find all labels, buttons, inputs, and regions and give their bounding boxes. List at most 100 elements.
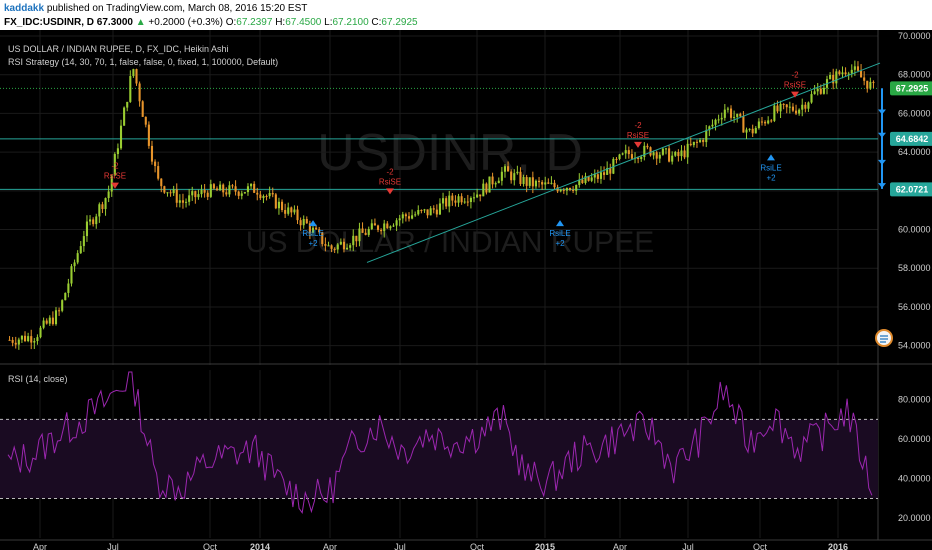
price-tick: 70.0000	[898, 31, 931, 41]
candle-body	[234, 186, 237, 192]
candle-body	[36, 337, 39, 342]
candle-body	[466, 201, 469, 203]
down-arrow-icon	[634, 141, 642, 148]
candle-body	[760, 121, 764, 123]
signal-long-5[interactable]: RsiLE+2	[760, 154, 782, 182]
signal-label: RsiSE	[379, 177, 401, 186]
candle-body	[770, 120, 773, 122]
candle-body	[23, 335, 27, 342]
candle-body	[534, 180, 537, 187]
candle-body	[494, 183, 497, 185]
candle-body	[739, 113, 742, 117]
candle-body	[163, 186, 166, 193]
candle-body	[655, 152, 658, 159]
candle-body	[804, 104, 807, 109]
price-tick: 56.0000	[898, 302, 931, 312]
candle-body	[593, 174, 596, 178]
candle-body	[147, 124, 150, 146]
candle-body	[603, 172, 606, 175]
candle-body	[695, 141, 699, 143]
position-exit-markers	[878, 88, 886, 189]
rsi-tick: 60.0000	[898, 434, 931, 444]
candle-body	[705, 130, 708, 143]
down-arrow-icon	[386, 188, 394, 195]
candle-body	[246, 186, 250, 193]
candle-body	[352, 235, 355, 246]
close-value: 67.2925	[381, 17, 418, 28]
up-arrow-icon	[767, 154, 775, 161]
candle-body	[280, 201, 284, 211]
candle-body	[76, 253, 79, 263]
candle-body	[274, 194, 277, 209]
candle-body	[157, 166, 160, 179]
candle-body	[361, 228, 364, 233]
rsi-line	[7, 371, 873, 514]
candle-body	[618, 154, 621, 159]
candle-body	[178, 200, 181, 203]
close-label: C:	[371, 17, 382, 28]
candle-body	[497, 180, 500, 184]
candle-body	[847, 73, 850, 75]
time-tick: 2014	[250, 542, 270, 550]
candle-body	[832, 75, 835, 84]
candle-body	[215, 188, 219, 191]
rsi-tick: 40.0000	[898, 474, 931, 484]
candle-body	[476, 194, 479, 198]
candle-body	[528, 177, 531, 186]
candle-body	[271, 193, 274, 195]
rsi-legend: RSI (14, close)	[8, 374, 68, 384]
candle-body	[829, 75, 832, 80]
low-value: 67.2100	[332, 17, 369, 28]
scroll-to-latest-icon[interactable]	[875, 329, 893, 347]
candle-body	[135, 69, 138, 84]
signal-label: RsiSE	[784, 81, 806, 90]
candle-body	[324, 244, 327, 246]
candle-body	[395, 220, 398, 226]
candle-body	[460, 196, 463, 203]
candle-body	[380, 229, 383, 232]
candle-body	[389, 226, 392, 229]
svg-text:64.6842: 64.6842	[896, 134, 929, 144]
candle-body	[308, 223, 311, 233]
candle-body	[126, 101, 129, 108]
signal-long-1[interactable]: RsiLE+2	[302, 220, 324, 248]
signal-qty: +2	[766, 173, 776, 182]
main-legend-title: US DOLLAR / INDIAN RUPEE, D, FX_IDC, Hei…	[8, 44, 229, 54]
candle-body	[398, 218, 401, 221]
candle-body	[188, 195, 191, 202]
last-price: 67.3000	[96, 17, 133, 28]
chart-canvas[interactable]: USDINR, D US DOLLAR / INDIAN RUPEE -2Rsi…	[0, 30, 932, 550]
candle-body	[296, 209, 299, 221]
candle-body	[407, 216, 411, 219]
up-arrow-icon	[556, 220, 564, 227]
time-tick: 2016	[828, 542, 848, 550]
candle-body	[507, 166, 510, 172]
candle-body	[754, 127, 757, 134]
author-link[interactable]: kaddakk	[4, 3, 45, 14]
candle-body	[661, 148, 664, 155]
price-tick: 66.0000	[898, 108, 931, 118]
candle-body	[222, 184, 225, 193]
candle-body	[346, 247, 349, 250]
signal-long-3[interactable]: RsiLE+2	[549, 220, 571, 248]
time-tick: Jul	[682, 542, 694, 550]
candle-body	[442, 198, 445, 204]
candle-body	[197, 194, 200, 198]
candle-body	[355, 235, 358, 242]
candle-body	[776, 105, 779, 112]
candle-body	[680, 150, 683, 157]
candle-body	[160, 178, 163, 187]
candle-body	[615, 158, 618, 160]
candle-body	[578, 179, 581, 185]
candle-body	[479, 194, 482, 197]
candle-body	[349, 245, 352, 248]
candle-body	[265, 195, 268, 197]
candle-body	[107, 191, 110, 199]
candle-body	[683, 150, 686, 158]
candle-body	[491, 176, 494, 185]
candle-body	[658, 154, 661, 159]
